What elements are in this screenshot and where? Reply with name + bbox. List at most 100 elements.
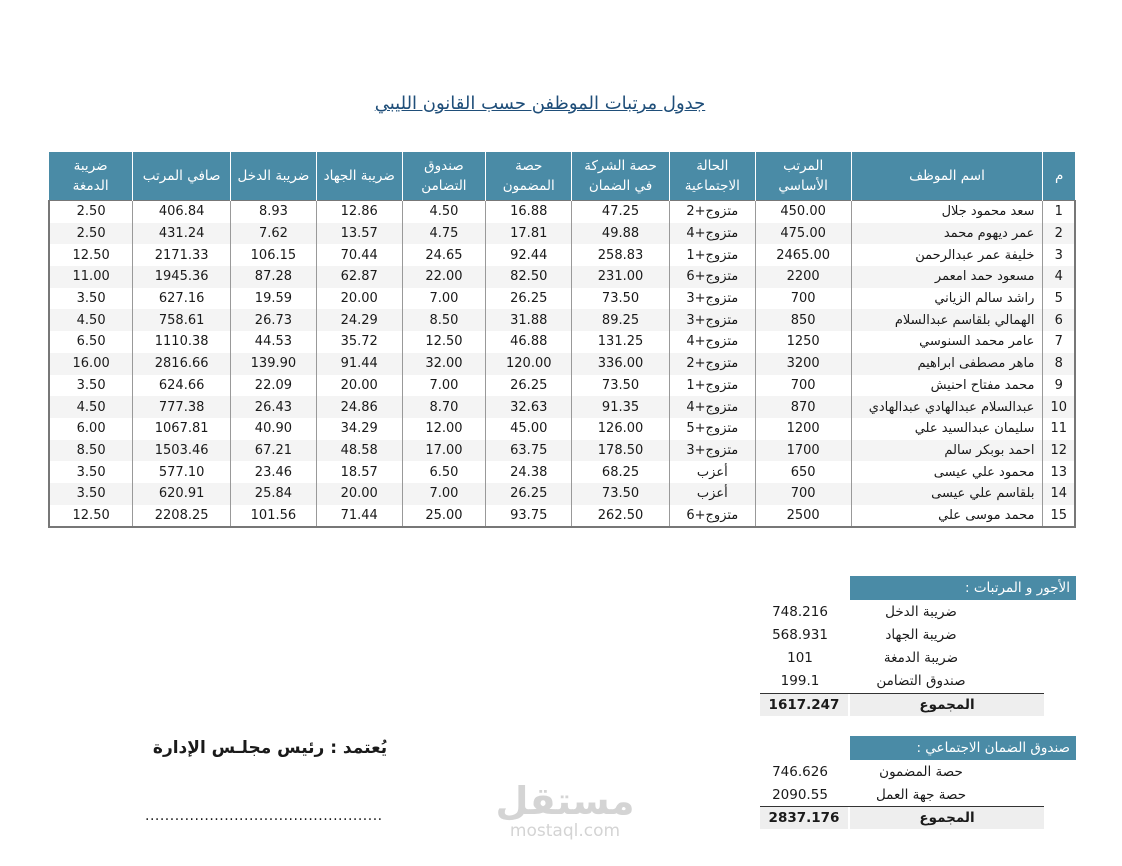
cell-basic-salary: 450.00 [754,199,852,223]
cell-basic-salary: 700 [754,287,852,310]
cell-employee-name: سعد محمود جلال [850,199,1044,223]
table-row: 12.50 2171.33 106.15 70.44 24.65 92.44 258.83 م… [48,244,1077,267]
watermark-logo: مستقل mostaql.com [490,780,640,840]
table-row: 4.50 758.61 26.73 24.29 8.50 31.88 89.25 متزوج+… [48,309,1077,332]
cell-company-share: 49.88 [571,222,670,245]
cell-stamp-tax: 12.50 [48,504,134,529]
cell-stamp-tax: 16.00 [48,352,134,375]
cell-employee-name: الهمالي بلقاسم عبدالسلام [850,309,1044,332]
cell-index: 10 [1042,396,1077,418]
cell-jihad-tax: 20.00 [315,482,403,505]
cell-basic-salary: 3200 [754,352,852,375]
cell-index: 7 [1042,331,1077,353]
cell-insured-share: 92.44 [485,244,573,267]
cell-income-tax: 139.90 [230,352,317,375]
summary-label: ضريبة الدخل [885,604,957,620]
cell-stamp-tax: 3.50 [48,461,134,483]
cell-income-tax: 106.15 [230,244,317,267]
table-row: 4.50 777.38 26.43 24.86 8.70 32.63 91.35 متزوج+… [48,396,1077,418]
header-employee-name: اسم الموظف [851,152,1044,201]
cell-social-status: متزوج+6 [668,266,756,288]
cell-stamp-tax: 12.50 [48,244,134,267]
cell-stamp-tax: 8.50 [48,439,134,462]
watermark-arabic: مستقل [495,779,635,823]
cell-social-status: متزوج+4 [668,222,756,245]
cell-net-salary: 624.66 [132,374,232,397]
cell-insured-share: 16.88 [485,199,573,223]
cell-jihad-tax: 35.72 [315,331,403,353]
table-row: 3.50 624.66 22.09 20.00 7.00 26.25 73.50 متزوج+… [48,374,1077,397]
summary-label: حصة جهة العمل [875,787,967,803]
cell-income-tax: 7.62 [230,222,317,245]
cell-solidarity-fund: 4.75 [401,222,487,245]
cell-social-status: متزوج+5 [668,417,756,440]
cell-net-salary: 577.10 [132,461,232,483]
cell-employee-name: سليمان عبدالسيد علي [850,417,1044,440]
watermark-latin: mostaql.com [509,821,621,841]
cell-jihad-tax: 71.44 [315,504,403,529]
cell-index: 1 [1042,199,1077,223]
summary-label: ضريبة الجهاد [885,627,957,643]
table-row: 6.00 1067.81 40.90 34.29 12.00 45.00 126.00 متز… [48,417,1077,440]
header-income-tax: ضريبة الدخل [230,152,317,201]
cell-jihad-tax: 12.86 [315,199,403,223]
summary-label: حصة المضمون [879,764,963,780]
cell-social-status: متزوج+2 [668,352,756,375]
summary-total-label: المجموع [850,807,1044,829]
summary-value: 2090.55 [772,787,828,803]
cell-net-salary: 627.16 [132,287,232,310]
cell-jihad-tax: 18.57 [315,461,403,483]
cell-insured-share: 93.75 [485,504,573,529]
cell-stamp-tax: 4.50 [48,396,134,418]
table-row: 3.50 577.10 23.46 18.57 6.50 24.38 68.25 أعزب 65… [48,461,1077,483]
summary-value: 568.931 [772,627,828,643]
cell-index: 14 [1042,482,1077,505]
cell-company-share: 68.25 [571,461,670,483]
cell-jihad-tax: 13.57 [315,222,403,245]
cell-social-status: متزوج+6 [668,504,756,529]
cell-index: 3 [1042,244,1077,267]
summary-row: 568.931 ضريبة الجهاد [760,624,1044,647]
cell-solidarity-fund: 12.50 [401,331,487,353]
cell-social-status: متزوج+4 [668,331,756,353]
header-insured-share: حصة المضمون [485,152,573,201]
cell-employee-name: راشد سالم الزياني [850,287,1044,310]
wages-summary-title: الأجور و المرتبات : [850,576,1076,600]
cell-net-salary: 1110.38 [132,331,232,353]
cell-employee-name: محمود علي عيسى [850,461,1044,483]
table-row: 8.50 1503.46 67.21 48.58 17.00 63.75 178.50 متز… [48,439,1077,462]
summary-value: 748.216 [772,604,828,620]
cell-index: 6 [1042,309,1077,332]
cell-company-share: 73.50 [571,482,670,505]
cell-stamp-tax: 11.00 [48,266,134,288]
table-row: 2.50 406.84 8.93 12.86 4.50 16.88 47.25 متزوج+2… [48,199,1077,223]
cell-social-status: متزوج+3 [668,309,756,332]
header-social-status: الحالة الاجتماعية [669,152,756,201]
cell-insured-share: 24.38 [485,461,573,483]
cell-social-status: متزوج+3 [668,439,756,462]
cell-basic-salary: 870 [754,396,852,418]
cell-insured-share: 120.00 [485,352,573,375]
cell-jihad-tax: 48.58 [315,439,403,462]
cell-index: 8 [1042,352,1077,375]
cell-company-share: 336.00 [571,352,670,375]
header-company-share: حصة الشركة في الضمان [571,152,670,201]
cell-index: 12 [1042,439,1077,462]
cell-jihad-tax: 20.00 [315,287,403,310]
cell-jihad-tax: 24.86 [315,396,403,418]
cell-index: 4 [1042,266,1077,288]
cell-income-tax: 8.93 [230,199,317,223]
cell-employee-name: ماهر مصطفى ابراهيم [850,352,1044,375]
cell-basic-salary: 2200 [754,266,852,288]
cell-social-status: متزوج+1 [668,374,756,397]
cell-income-tax: 23.46 [230,461,317,483]
cell-jihad-tax: 70.44 [315,244,403,267]
cell-social-status: متزوج+3 [668,287,756,310]
cell-stamp-tax: 6.50 [48,331,134,353]
cell-solidarity-fund: 17.00 [401,439,487,462]
cell-company-share: 262.50 [571,504,670,529]
table-header-row: ضريبة الدمغة صافي المرتب ضريبة الدخل ضريب… [49,152,1075,201]
cell-income-tax: 26.43 [230,396,317,418]
cell-jihad-tax: 34.29 [315,417,403,440]
cell-insured-share: 32.63 [485,396,573,418]
